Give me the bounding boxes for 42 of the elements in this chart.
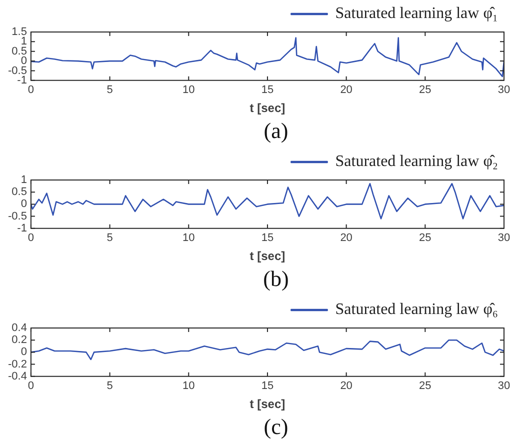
x-tick-label: 15 (261, 380, 274, 392)
x-tick-label: 25 (419, 84, 432, 96)
x-tick-label: 30 (498, 84, 510, 96)
y-tick-label: 0.5 (12, 186, 27, 198)
y-tick-label: 0.5 (12, 45, 27, 58)
x-tick-label: 20 (340, 380, 352, 392)
x-tick-label: 25 (419, 380, 432, 392)
y-tick-label: 0 (20, 346, 27, 358)
y-tick-label: -0.5 (8, 64, 27, 77)
x-axis-title: t [sec] (250, 249, 286, 264)
x-axis-title: t [sec] (250, 397, 286, 412)
legend-label: Saturated learning law φ̂₂ (335, 153, 498, 170)
y-tick-label: 0.2 (12, 334, 27, 346)
y-tick-label: 1 (20, 174, 27, 186)
y-tick-label: -1 (17, 74, 27, 86)
y-tick-label: -0.2 (8, 358, 27, 370)
x-tick-label: 20 (340, 232, 352, 244)
x-tick-label: 15 (261, 232, 274, 244)
x-tick-label: 5 (106, 84, 113, 96)
y-tick-label: 0 (20, 55, 27, 68)
y-tick-label: -0.5 (8, 210, 27, 222)
legend-label: Saturated learning law φ̂₁ (335, 5, 498, 22)
legend-label: Saturated learning law φ̂₆ (335, 301, 498, 318)
text: (a) (262, 117, 290, 145)
y-tick-label: -1 (17, 222, 27, 234)
y-tick-label: 1 (20, 36, 27, 48)
x-tick-label: 30 (498, 232, 510, 244)
y-tick-label: -0.4 (8, 370, 27, 382)
x-tick-label: 10 (182, 84, 195, 96)
x-tick-label: 5 (106, 232, 113, 244)
y-tick-label: 0 (20, 198, 27, 210)
x-axis-title: t [sec] (250, 101, 286, 116)
x-tick-label: 10 (182, 232, 195, 244)
x-tick-label: 30 (498, 380, 510, 392)
x-tick-label: 25 (419, 232, 432, 244)
x-tick-label: 10 (182, 380, 195, 392)
x-tick-label: 15 (261, 84, 274, 96)
x-tick-label: 20 (340, 84, 352, 96)
text: (b) (262, 265, 290, 293)
x-tick-label: 5 (106, 380, 113, 392)
y-tick-label: 0.4 (12, 322, 27, 334)
text: (c) (262, 413, 290, 441)
